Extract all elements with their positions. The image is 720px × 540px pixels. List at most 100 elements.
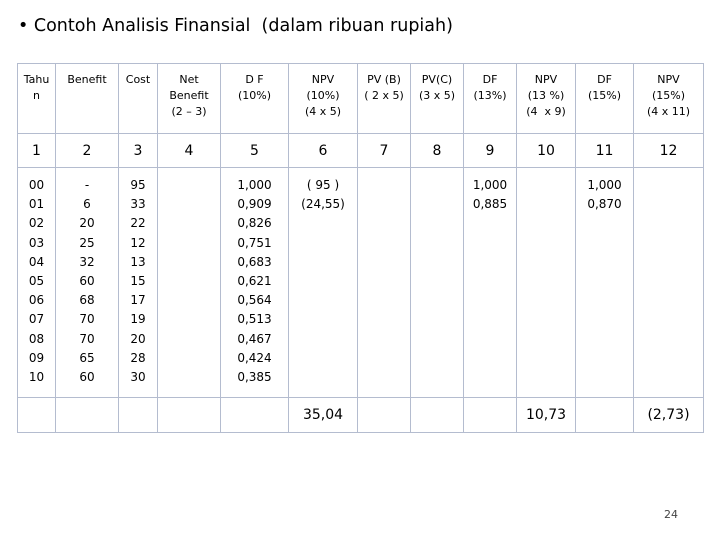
cell-line: 60 [79,370,95,385]
cell: 1,000 0,870 [575,167,634,398]
cell: 00 01 02 03 04 05 06 07 08 09 10 [17,167,56,398]
cell-line: 19 [130,312,146,327]
cell: 1 [17,133,56,168]
cell: Net Benefit (2 – 3) [157,63,221,134]
cell [55,397,119,433]
cell-line: 07 [28,312,45,327]
cell-line: 6 [83,197,91,212]
cell-line: 20 [79,216,95,231]
cell [410,397,464,433]
cell [17,397,56,433]
cell [575,397,634,433]
h-row: Tahu n Benefit Cost Net Benefit (2 – 3) D F (10%… [17,63,704,134]
cell-line: DF [597,73,612,86]
cell: NPV (10%) (4 x 5) [288,63,358,134]
cell [633,167,704,398]
cell-line: PV(C) [421,73,453,86]
page-number: 24 [664,508,678,521]
cell-line: 0,385 [237,370,272,385]
cell: ( 95 ) (24,55) [288,167,358,398]
cell: 6 [288,133,358,168]
cell-line: 0,826 [237,216,272,231]
cell: 7 [357,133,411,168]
cell-line: (2 – 3) [171,105,207,118]
cell-line: (15%) [587,89,622,102]
cell: D F (10%) [220,63,289,134]
cell-line: 1,000 [237,178,272,192]
number-row: 1 2 3 4 5 6 7 8 9 10 11 12 [17,133,704,168]
cell [516,167,576,398]
cell-line: 0,467 [237,331,272,346]
cell-line: Cost [125,73,151,86]
cell-line: 22 [130,216,146,231]
cell-line: 12 [130,235,146,250]
cell-line: (4 x 9) [526,105,566,118]
cell-line: Tahu [23,73,50,86]
slide-title: • Contoh Analisis Finansial (dalam ribua… [18,16,453,36]
cell-line: (3 x 5) [418,89,456,102]
cell-line: NPV [657,73,680,86]
cell-line: D F [245,73,264,86]
cell-line: 08 [28,331,45,346]
cell: (2,73) [633,397,704,433]
cell: - 6 20 25 32 60 68 70 70 65 60 [55,167,119,398]
cell-line: n [33,89,40,102]
cell-line: 25 [79,235,95,250]
cell-line: 10 [28,370,45,385]
cell [157,167,221,398]
cell: 3 [118,133,158,168]
cell [220,397,289,433]
cell-line: - [84,178,90,192]
cell: PV(C) (3 x 5) [410,63,464,134]
cell [118,397,158,433]
cell-line: 0,513 [237,312,272,327]
cell: Cost [118,63,158,134]
cell-line: Benefit [67,73,107,86]
cell: 10,73 [516,397,576,433]
cell-line: 60 [79,274,95,289]
cell: 9 [463,133,517,168]
cell [157,397,221,433]
cell: 2 [55,133,119,168]
cell-line: 13 [130,254,146,269]
cell-line: 0,683 [237,254,272,269]
cell-line: 0,870 [587,197,622,212]
cell: 12 [633,133,704,168]
cell-line: NPV [311,73,335,86]
cell: 1,000 0,909 0,826 0,751 0,683 0,621 0,564 0,513… [220,167,289,398]
cell-line: NPV [534,73,558,86]
cell: NPV (15%) (4 x 11) [633,63,704,134]
cell: 1,000 0,885 [463,167,517,398]
cell-line: (10%) [306,89,340,102]
cell: 5 [220,133,289,168]
cell-line: (24,55) [301,197,345,212]
cell-line: 0,885 [472,197,508,212]
cell-line: 33 [130,197,146,212]
cell: 10 [516,133,576,168]
cell-line: 70 [79,312,95,327]
cell-line: ( 95 ) [306,178,340,192]
cell-line: (13%) [473,89,507,102]
cell-line: 1,000 [587,178,622,192]
cell-line: 1,000 [472,178,508,192]
total-row: 35,04 10,73 (2,73) [17,397,704,433]
cell-line: 70 [79,331,95,346]
cell-line: (10%) [237,89,272,102]
cell-line: (4 x 11) [646,105,691,118]
cell-line: 09 [28,350,45,365]
analysis-table: Tahu n Benefit Cost Net Benefit (2 – 3) D F (10%… [17,63,704,433]
cell: 11 [575,133,634,168]
cell: 4 [157,133,221,168]
cell-line: Net [179,73,199,86]
cell-line: 05 [28,274,45,289]
cell-line: (4 x 5) [304,105,342,118]
cell-line: 0,621 [237,274,272,289]
cell-line: 02 [28,216,45,231]
cell-line: 00 [28,178,45,192]
cell: 35,04 [288,397,358,433]
cell: 8 [410,133,464,168]
cell: Benefit [55,63,119,134]
cell-line: (15%) [651,89,686,102]
cell-line: 0,909 [237,197,272,212]
